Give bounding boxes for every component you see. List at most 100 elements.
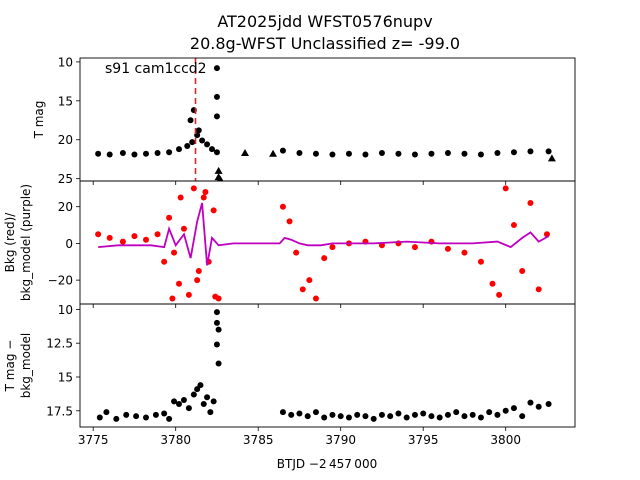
mag-point (370, 415, 377, 422)
bkg-point (131, 233, 138, 240)
mag-point (143, 414, 149, 421)
mag-point (395, 150, 402, 157)
mag-point (387, 413, 394, 420)
mag-point (535, 403, 542, 410)
bkg-point (329, 244, 336, 251)
bkg-point (535, 286, 542, 293)
panel-tmag-minus-bkg: 10 12.5 15 17.5 3775 3780 3785 3790 3795 3800 T ma… (3, 303, 576, 447)
bkg-point (154, 231, 161, 238)
mag-point (321, 414, 328, 421)
mag-point (176, 401, 182, 408)
triangle-point (269, 149, 278, 157)
bkg-point (202, 189, 209, 196)
x-tick-label: 3775 (78, 433, 109, 447)
mag-point (362, 151, 369, 158)
mag-point (329, 151, 336, 158)
y-tick-label: 20 (58, 200, 73, 214)
mag-point (477, 414, 484, 421)
bkg-point (444, 245, 451, 252)
mag-point (95, 150, 102, 157)
mag-point (213, 341, 220, 348)
mag-point (190, 391, 197, 398)
bkg-point (180, 225, 187, 232)
mag-point (362, 413, 369, 420)
mag-point (213, 65, 220, 72)
bkg-point (543, 231, 550, 238)
bkg-point (461, 249, 468, 256)
mag-point (312, 409, 319, 416)
bkg-point (519, 267, 526, 274)
mag-point (296, 149, 303, 156)
mag-point (123, 411, 130, 418)
mag-point (213, 149, 220, 156)
mag-point (411, 151, 418, 158)
mag-point (502, 407, 509, 414)
mag-point (453, 409, 460, 416)
y-axis-label-line1: Bkg (red)/ (3, 212, 17, 273)
x-tick-label: 3795 (408, 433, 439, 447)
mag-point (152, 411, 159, 418)
mag-point (195, 127, 202, 134)
mag-point (345, 414, 352, 421)
triangle-point (214, 166, 223, 174)
x-tick-label: 3780 (160, 433, 191, 447)
mag-point (469, 411, 476, 418)
y-tick-label: 12.5 (46, 337, 73, 351)
mag-point (461, 150, 468, 157)
mag-point (279, 147, 286, 154)
chart-title-line2: 20.8g-WFST Unclassified z= -99.0 (190, 34, 460, 53)
mag-point (444, 411, 451, 418)
bkg-point (286, 218, 293, 225)
bkg-point (489, 280, 496, 287)
mag-point (329, 411, 336, 418)
y-axis-label-line2: bkg_model (19, 333, 33, 399)
mag-point (106, 151, 113, 158)
x-tick-label: 3800 (490, 433, 521, 447)
bkg-point (176, 280, 182, 287)
bkg-point (95, 231, 102, 238)
bkg-point (210, 207, 217, 214)
mag-point (527, 399, 534, 406)
mag-point (180, 396, 187, 403)
x-axis-label: BTJD −2 457 000 (277, 457, 377, 471)
bkg-point (195, 267, 202, 274)
mag-point (296, 410, 303, 417)
mag-point (119, 149, 126, 156)
triangle-point (217, 175, 224, 181)
y-tick-label: 0 (65, 237, 73, 251)
triangle-point (547, 154, 556, 162)
bkg-point (477, 258, 484, 265)
mag-point (444, 149, 451, 156)
mag-point (477, 151, 484, 158)
bkg-point (161, 258, 168, 265)
mag-point (411, 411, 418, 418)
mag-point (189, 139, 196, 146)
mag-point (494, 149, 501, 156)
bkg-point (502, 185, 509, 192)
y-tick-label: −20 (48, 274, 73, 288)
mag-point (288, 411, 295, 418)
y-axis-label-line1: T mag − (3, 340, 17, 393)
bkg-point (177, 194, 184, 201)
bkg-point (527, 200, 534, 207)
y-tick-label: 15 (58, 94, 73, 108)
mag-point (200, 401, 207, 408)
mag-point (420, 410, 427, 417)
mag-point (213, 93, 220, 100)
bkg-point (106, 234, 113, 241)
mag-point (210, 398, 217, 405)
y-axis-label: T mag (32, 101, 46, 140)
mag-point (494, 411, 501, 418)
mag-point (133, 413, 140, 420)
bkg-point (299, 286, 306, 293)
mag-point (545, 148, 552, 155)
mag-point (486, 409, 493, 416)
bkg-point (321, 255, 328, 262)
mag-point (395, 410, 402, 417)
panel-frame (79, 303, 576, 428)
mag-point (204, 394, 211, 401)
mag-point (209, 146, 215, 153)
bkg-point (306, 277, 313, 284)
y-tick-label: 25 (58, 172, 73, 186)
